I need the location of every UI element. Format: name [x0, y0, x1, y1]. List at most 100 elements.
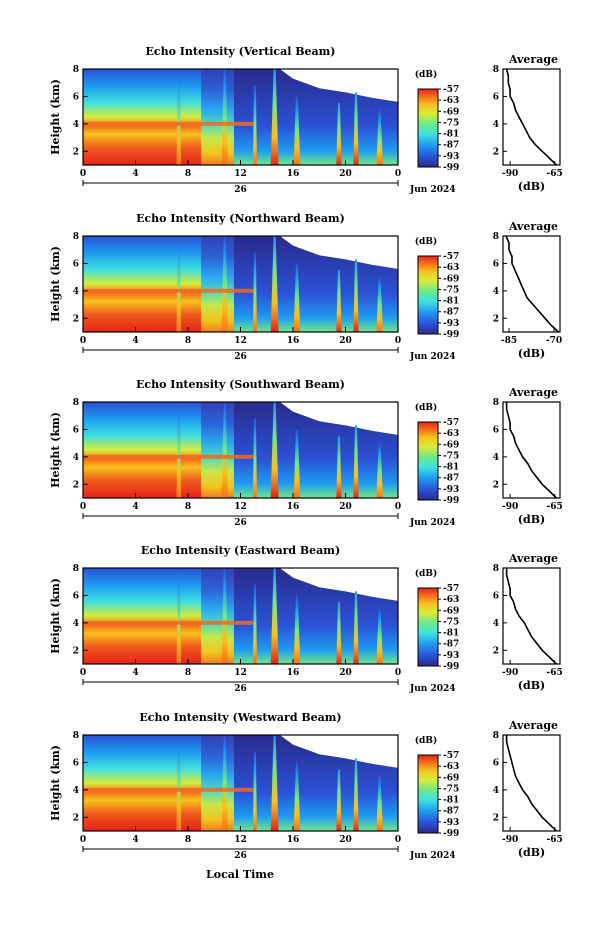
no-data-region	[279, 236, 398, 269]
heatmap-spike-4	[293, 429, 301, 498]
bright-band	[83, 288, 254, 293]
x-tick-label: 20	[339, 835, 352, 845]
colorbar	[417, 587, 439, 667]
heatmap-title: Echo Intensity (Westward Beam)	[139, 711, 341, 724]
colorbar	[417, 88, 439, 168]
heatmap-spike-7	[376, 443, 383, 498]
heatmap-spike-6	[353, 92, 359, 165]
x-tick-label: 8	[185, 336, 191, 346]
heatmap-spike-1	[221, 236, 229, 332]
y-tick-label: 2	[73, 480, 79, 490]
colorbar-tick-label: -75	[443, 617, 459, 627]
colorbar-tick-label: -81	[443, 297, 459, 307]
x-tick-label: 8	[185, 502, 191, 512]
y-tick-label: 4	[73, 786, 79, 796]
panel-3: Echo Intensity (Eastward Beam) 2 4 6 8 Height…	[49, 544, 563, 694]
heatmap-spike-2	[252, 85, 257, 165]
y-tick-label: 8	[73, 65, 79, 75]
x-tick-label: 0	[80, 502, 86, 512]
average-y-tick-label: 2	[493, 646, 499, 656]
y-tick-label: 8	[73, 564, 79, 574]
colorbar-tick-label: -81	[443, 130, 459, 140]
y-tick-label: 8	[73, 731, 79, 741]
no-data-region	[279, 69, 398, 102]
colorbar-tick-label: -99	[443, 330, 459, 340]
y-axis-label: Height (km)	[49, 745, 62, 821]
heatmap-spike-2	[252, 584, 257, 664]
heatmap-spike-3	[270, 236, 279, 332]
average-profile-line	[505, 235, 560, 333]
heatmap-title: Echo Intensity (Eastward Beam)	[141, 544, 340, 557]
colorbar-unit: (dB)	[415, 236, 437, 247]
x-tick-label: 8	[185, 835, 191, 845]
heatmap-spike-7	[376, 609, 383, 664]
y-axis-label: Height (km)	[49, 246, 62, 322]
colorbar-tick-label: -87	[443, 640, 459, 650]
average-y-tick-label: 6	[493, 92, 499, 102]
x-tick-label: 12	[234, 336, 247, 346]
y-tick-label: 2	[73, 646, 79, 656]
heatmap-spike-6	[353, 591, 359, 664]
average-title: Average	[508, 719, 558, 732]
average-frame	[502, 235, 561, 333]
x-tick-label: 0	[395, 336, 401, 346]
y-tick-label: 2	[73, 314, 79, 324]
heatmap-spike-4	[293, 595, 301, 664]
average-y-tick-label: 4	[493, 120, 499, 130]
average-title: Average	[508, 552, 558, 565]
x-tick-label: 4	[132, 502, 138, 512]
colorbar-tick-label: -69	[443, 107, 459, 117]
heatmap-spike-5	[336, 769, 342, 831]
day-label: 26	[234, 684, 247, 694]
x-tick-label: 12	[234, 169, 247, 179]
x-tick-label: 4	[132, 336, 138, 346]
average-title: Average	[508, 220, 558, 233]
average-x-tick-label: -65	[547, 668, 563, 678]
bright-band	[83, 620, 254, 625]
y-axis-label: Height (km)	[49, 79, 62, 155]
x-tick-label: 0	[395, 668, 401, 678]
average-y-tick-label: 6	[493, 591, 499, 601]
average-y-tick-label: 8	[493, 232, 499, 242]
average-x-axis-label: (dB)	[518, 180, 545, 193]
average-y-tick-label: 6	[493, 259, 499, 269]
heatmap-spike-2	[252, 252, 257, 332]
x-tick-label: 12	[234, 668, 247, 678]
heatmap-spike-4	[293, 96, 301, 165]
no-data-region	[279, 735, 398, 768]
colorbar-tick-label: -81	[443, 463, 459, 473]
colorbar-tick-label: -69	[443, 773, 459, 783]
heatmap-spike-7	[376, 110, 383, 165]
y-tick-label: 8	[73, 232, 79, 242]
x-tick-label: 20	[339, 502, 352, 512]
date-label: Jun 2024	[409, 518, 456, 528]
x-tick-label: 4	[132, 668, 138, 678]
heatmap-spike-3	[270, 69, 279, 165]
colorbar-tick-label: -93	[443, 319, 459, 329]
colorbar-tick-label: -75	[443, 118, 459, 128]
average-x-tick-label: -70	[546, 336, 562, 346]
day-label: 26	[234, 185, 247, 195]
heatmap-spike-1	[221, 69, 229, 165]
y-tick-label: 4	[73, 619, 79, 629]
colorbar-tick-label: -99	[443, 662, 459, 672]
average-frame	[502, 567, 561, 665]
heatmap-spike-2	[252, 418, 257, 498]
day-label: 26	[234, 518, 247, 528]
x-tick-label: 4	[132, 169, 138, 179]
average-profile-line	[505, 402, 557, 499]
colorbar-tick-label: -57	[443, 85, 459, 95]
colorbar-tick-label: -99	[443, 496, 459, 506]
average-y-tick-label: 8	[493, 731, 499, 741]
heatmap-spike-1	[221, 735, 229, 831]
average-x-tick-label: -90	[502, 668, 518, 678]
heatmap-spike-3	[270, 402, 279, 498]
average-y-tick-label: 4	[493, 619, 499, 629]
average-profile-line	[505, 735, 557, 832]
colorbar-tick-label: -93	[443, 152, 459, 162]
heatmap-spike-0	[176, 735, 182, 831]
x-tick-label: 16	[287, 502, 300, 512]
average-x-tick-label: -90	[502, 835, 518, 845]
heatmap-spike-1	[221, 402, 229, 498]
